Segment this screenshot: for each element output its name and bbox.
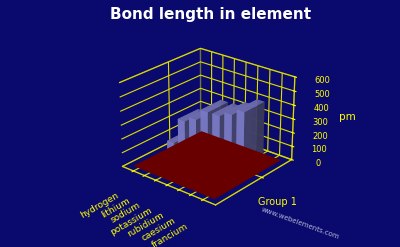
Text: www.webelements.com: www.webelements.com [260,207,340,241]
Text: Bond length in element: Bond length in element [110,6,311,21]
